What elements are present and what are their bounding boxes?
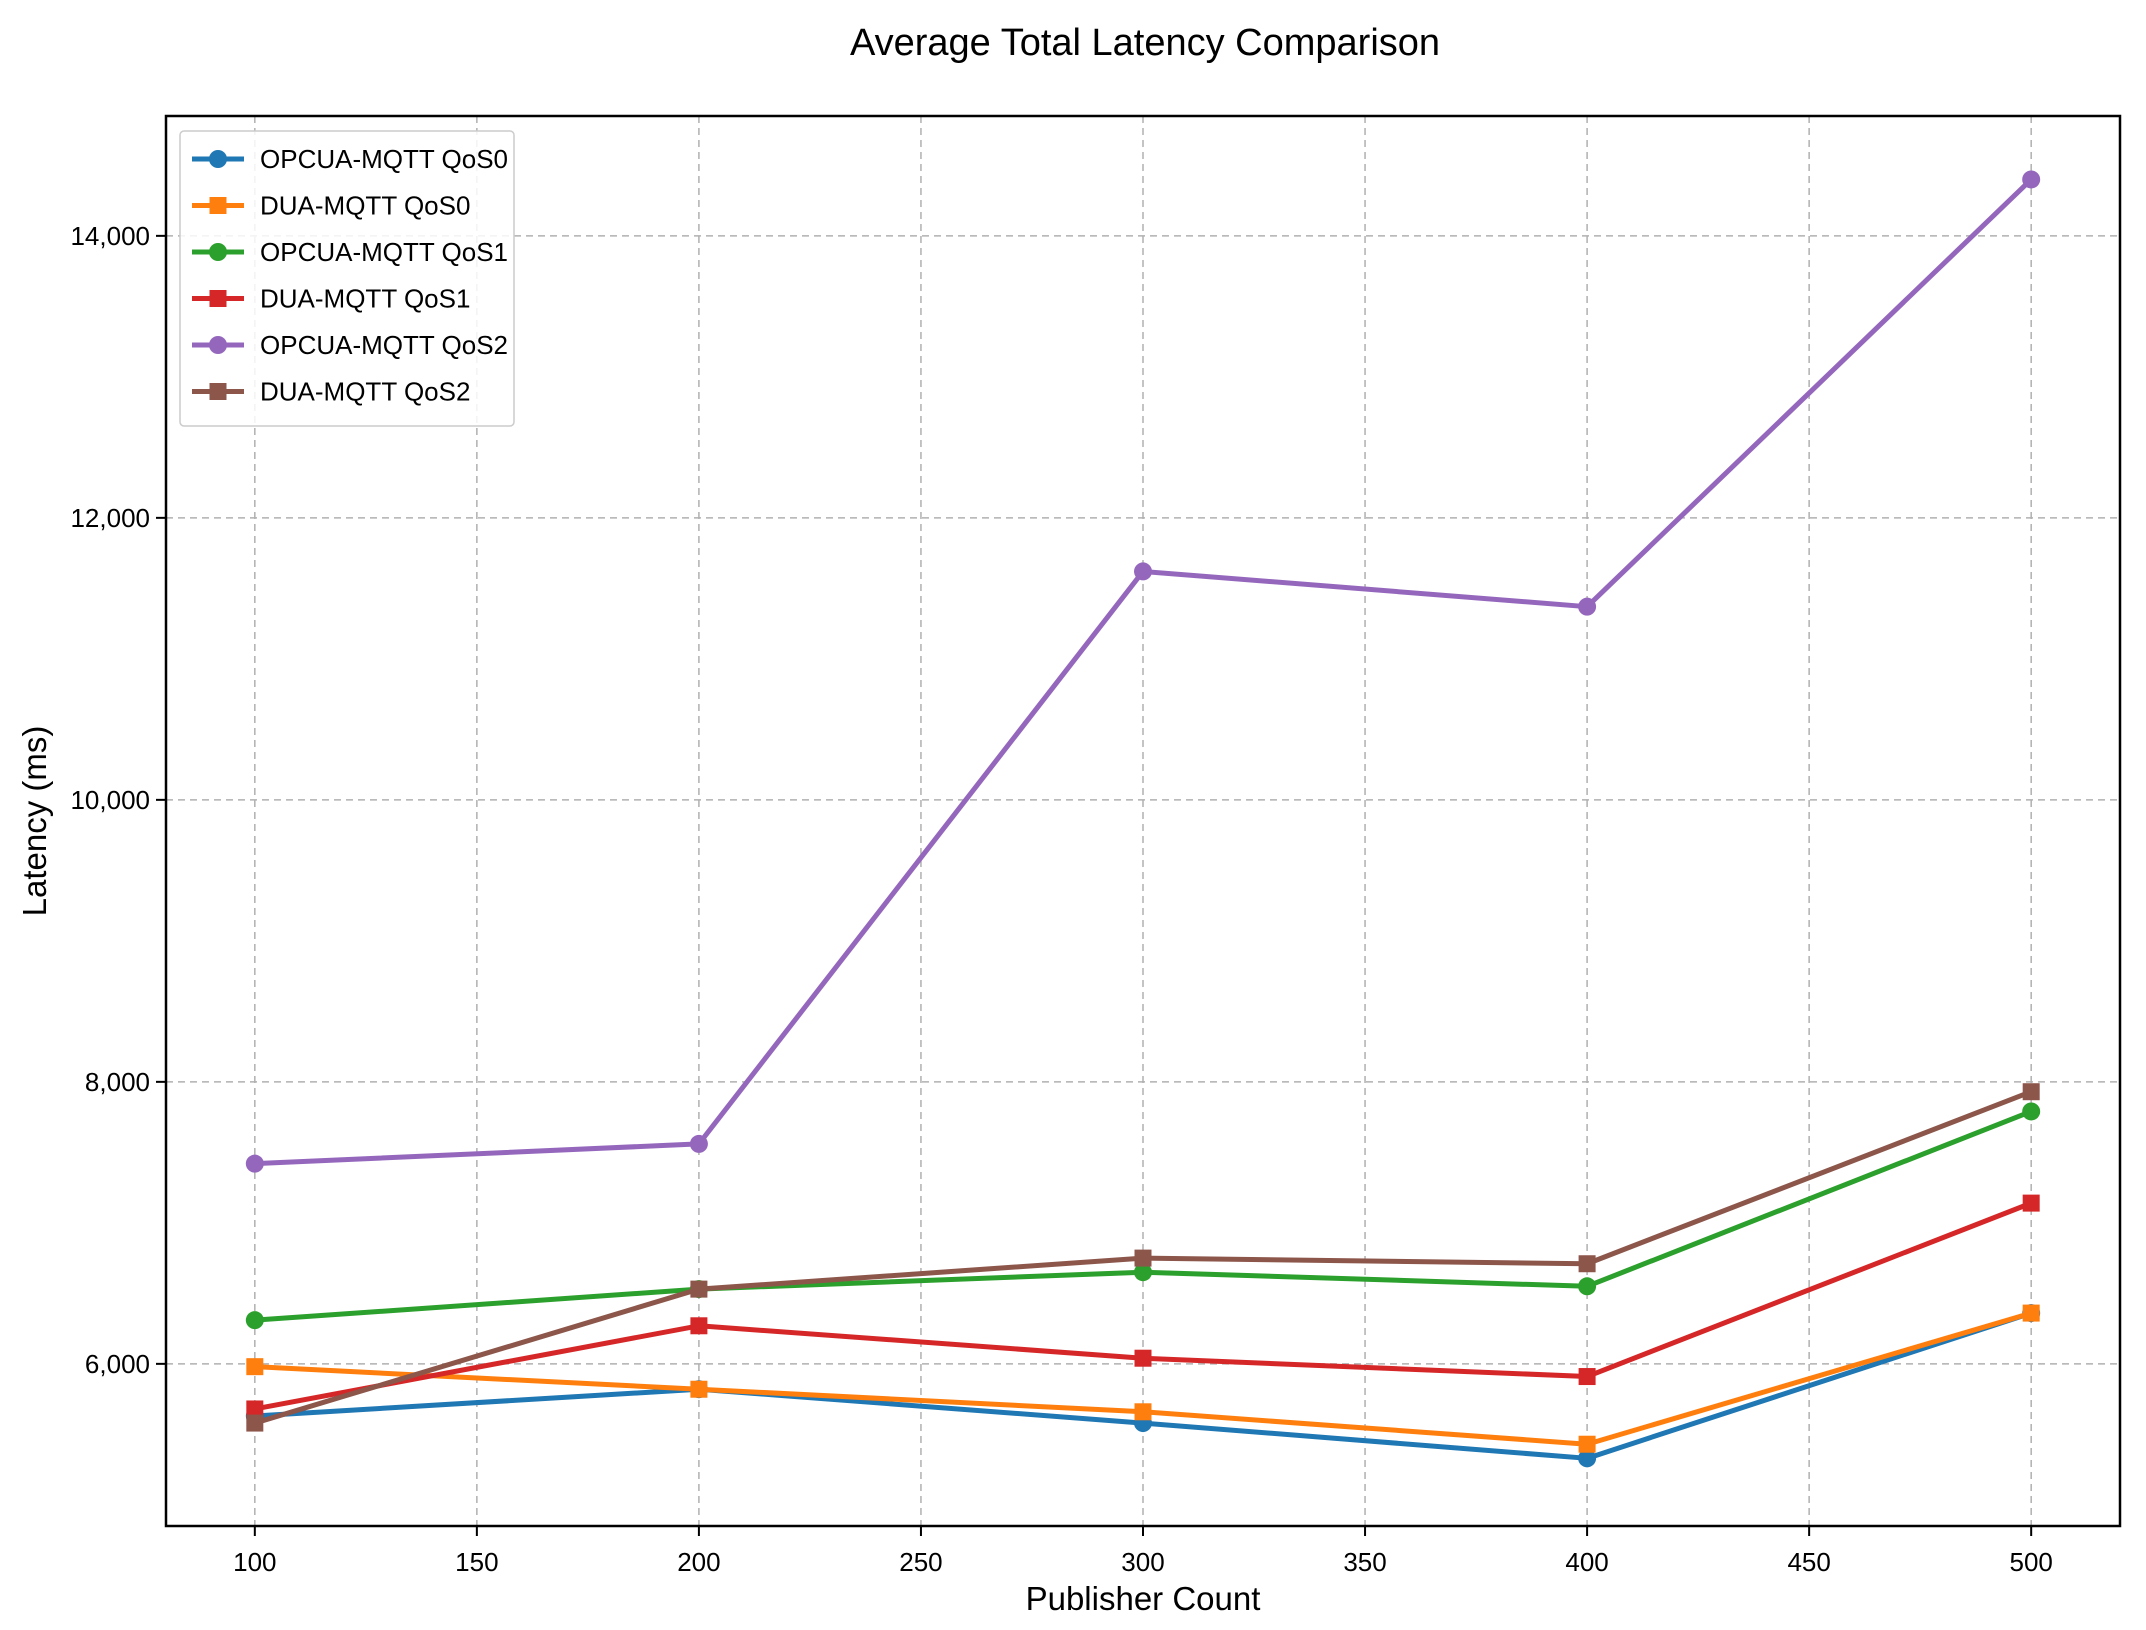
- legend-entry: OPCUA-MQTT QoS2: [192, 330, 508, 360]
- data-point: [1134, 562, 1152, 581]
- data-point: [2022, 1083, 2040, 1101]
- x-tick-label: 100: [233, 1547, 276, 1577]
- y-tick-label: 6,000: [85, 1349, 150, 1379]
- legend-marker: [209, 290, 227, 307]
- data-point: [690, 1380, 708, 1398]
- data-point: [2022, 1194, 2040, 1212]
- data-point: [1578, 1368, 1596, 1386]
- data-point: [689, 1134, 708, 1153]
- legend-entry: DUA-MQTT QoS0: [192, 191, 470, 221]
- data-point: [246, 1358, 264, 1376]
- data-point: [245, 1311, 264, 1330]
- legend-entry: DUA-MQTT QoS2: [192, 377, 470, 407]
- legend-entry: DUA-MQTT QoS1: [192, 284, 470, 314]
- chart-title: Average Total Latency Comparison: [850, 22, 1440, 64]
- legend: OPCUA-MQTT QoS0 DUA-MQTT QoS0 OPCUA-MQTT Q…: [179, 130, 515, 427]
- x-tick-label: 150: [455, 1547, 498, 1577]
- axis-ticks: 100 150 200 250 300 350 400 450 500 6,000 8,000 10,…: [70, 221, 2052, 1577]
- legend-label: OPCUA-MQTT QoS1: [260, 237, 508, 267]
- series-dua-mqtt-qos1: [246, 1194, 2040, 1418]
- data-point: [2022, 1102, 2041, 1121]
- x-tick-label: 300: [1121, 1547, 1164, 1577]
- series-opcua-mqtt-qos1: [245, 1102, 2041, 1330]
- x-tick-label: 450: [1787, 1547, 1830, 1577]
- legend-marker: [209, 150, 227, 168]
- data-point: [246, 1414, 264, 1432]
- legend-label: OPCUA-MQTT QoS2: [260, 330, 508, 360]
- legend-label: DUA-MQTT QoS1: [260, 284, 470, 314]
- data-point: [245, 1154, 264, 1173]
- legend-marker: [209, 197, 227, 214]
- legend-marker: [209, 336, 227, 354]
- data-point: [1134, 1249, 1152, 1267]
- legend-box: [179, 130, 515, 427]
- data-point: [1578, 1435, 1596, 1453]
- x-tick-label: 250: [899, 1547, 942, 1577]
- x-tick-label: 350: [1343, 1547, 1386, 1577]
- legend-entry: OPCUA-MQTT QoS0: [192, 144, 508, 174]
- series-dua-mqtt-qos2: [246, 1083, 2040, 1432]
- data-point: [2022, 170, 2041, 189]
- series-opcua-mqtt-qos2: [245, 170, 2041, 1173]
- data-point: [2022, 1304, 2040, 1322]
- legend-label: DUA-MQTT QoS0: [260, 191, 470, 221]
- y-tick-label: 10,000: [70, 785, 150, 815]
- x-axis-label: Publisher Count: [1026, 1580, 1261, 1617]
- x-tick-label: 400: [1565, 1547, 1608, 1577]
- x-tick-label: 500: [2009, 1547, 2052, 1577]
- data-point: [1578, 1277, 1597, 1296]
- legend-label: DUA-MQTT QoS2: [260, 377, 470, 407]
- data-point: [1134, 1263, 1152, 1282]
- legend-marker: [209, 243, 227, 261]
- y-tick-label: 8,000: [85, 1067, 150, 1097]
- data-point: [690, 1317, 708, 1335]
- data-point: [1134, 1403, 1152, 1421]
- data-point: [1578, 1449, 1597, 1468]
- x-tick-label: 200: [677, 1547, 720, 1577]
- data-point: [690, 1280, 708, 1298]
- legend-marker: [209, 383, 227, 400]
- data-point: [1134, 1349, 1152, 1367]
- legend-label: OPCUA-MQTT QoS0: [260, 144, 508, 174]
- data-point: [1578, 1255, 1596, 1273]
- series-layer: [245, 170, 2041, 1468]
- legend-entry: OPCUA-MQTT QoS1: [192, 237, 508, 267]
- y-tick-label: 12,000: [70, 503, 150, 533]
- data-point: [246, 1400, 264, 1418]
- data-point: [1578, 597, 1597, 616]
- y-axis-label: Latency (ms): [16, 726, 53, 917]
- y-tick-label: 14,000: [70, 221, 150, 251]
- series-dua-mqtt-qos0: [246, 1304, 2040, 1453]
